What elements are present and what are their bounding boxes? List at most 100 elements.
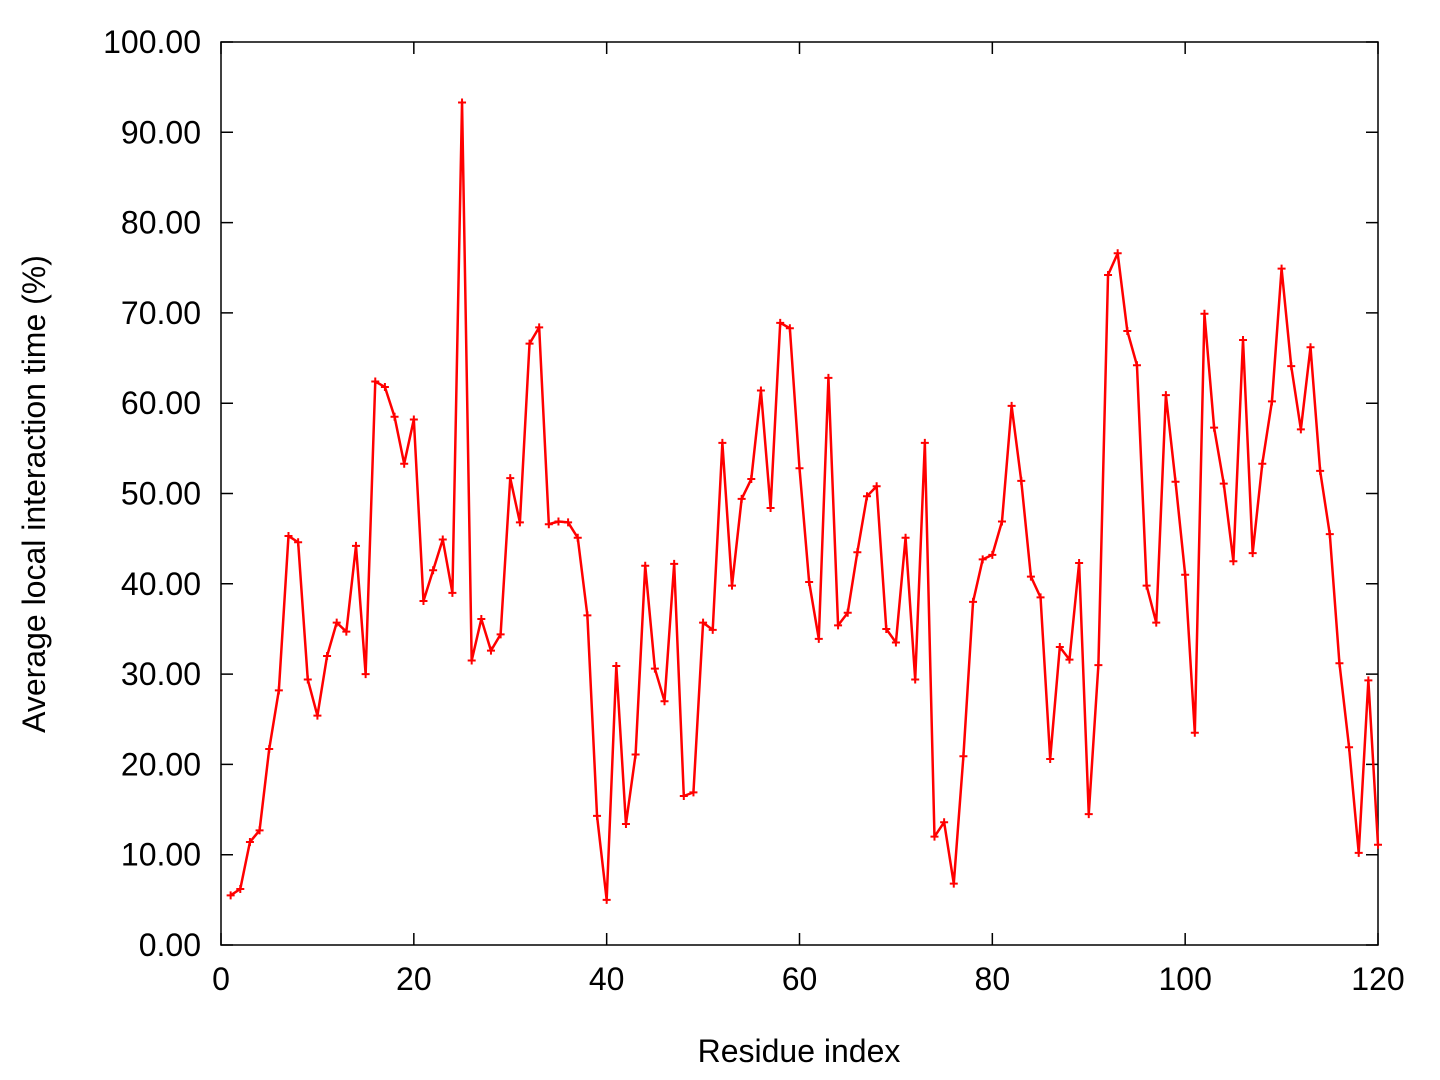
x-axis-label: Residue index [698,1033,901,1069]
data-point [486,646,495,655]
data-point [1210,423,1219,432]
x-tick-label: 100 [1158,961,1211,997]
data-point [882,624,891,633]
data-point [853,548,862,557]
data-point [843,608,852,617]
data-point [679,792,688,801]
y-axis-label: Average local interaction time (%) [16,255,52,733]
data-point [506,474,515,483]
data-point [535,323,544,332]
data-point [361,670,370,679]
data-point [621,819,630,828]
data-point [805,577,814,586]
data-point [718,438,727,447]
data-point [583,611,592,620]
data-point [409,415,418,424]
x-tick-label: 120 [1351,961,1404,997]
data-point [612,661,621,670]
data-point [920,438,929,447]
data-point [303,675,312,684]
x-tick-label: 0 [212,961,230,997]
data-point [255,826,264,835]
data-point [525,339,534,348]
data-point [265,745,274,754]
data-point [785,324,794,333]
data-point [814,634,823,643]
data-point [342,627,351,636]
data-point [1325,530,1334,539]
data-point [323,652,332,661]
y-tick-label: 80.00 [121,205,201,241]
data-point [708,625,717,634]
data-point [660,697,669,706]
data-point [593,811,602,820]
y-tick-label: 0.00 [139,927,201,963]
data-point [940,818,949,827]
data-point [515,518,524,527]
data-point [670,559,679,568]
series-line [229,101,1380,902]
data-point [1219,479,1228,488]
data-point [1123,326,1132,335]
data-point [1277,264,1286,273]
data-point [1267,397,1276,406]
data-point [496,630,505,639]
data-point [737,494,746,503]
data-point [1171,477,1180,486]
data-point [1316,466,1325,475]
data-point [284,531,293,540]
data-point [371,377,380,386]
x-tick-label: 40 [589,961,625,997]
y-tick-label: 40.00 [121,566,201,602]
data-point [245,838,254,847]
data-point [728,581,737,590]
data-point [602,895,611,904]
data-point [766,503,775,512]
data-point [467,656,476,665]
data-point [400,459,409,468]
data-point [988,550,997,559]
data-point [1075,559,1084,568]
data-point [1132,361,1141,370]
y-tick-label: 20.00 [121,746,201,782]
data-point [390,412,399,421]
data-point [959,752,968,761]
data-point [1190,728,1199,737]
data-point [1036,593,1045,602]
data-point [544,520,553,529]
data-point [930,832,939,841]
data-point [226,891,235,900]
data-point [1094,661,1103,670]
data-point [949,879,958,888]
data-point [1239,335,1248,344]
data-point [294,538,303,547]
data-point [997,517,1006,526]
data-point [1306,343,1315,352]
data-point [756,386,765,395]
x-tick-label: 60 [782,961,818,997]
data-point [448,588,457,597]
data-point [1055,643,1064,652]
data-point [573,533,582,542]
data-point [1354,848,1363,857]
data-point [1345,743,1354,752]
data-point [891,638,900,647]
y-tick-label: 90.00 [121,114,201,150]
data-point [1084,810,1093,819]
data-point [1364,676,1373,685]
data-point [1161,391,1170,400]
x-tick-label: 80 [975,961,1011,997]
data-point [1229,557,1238,566]
data-point [274,686,283,695]
data-point [834,621,843,630]
y-tick-label: 50.00 [121,476,201,512]
data-point [1248,549,1257,558]
x-axis: 0 20 40 60 80 100 120 [212,42,1405,997]
data-point [969,597,978,606]
y-tick-label: 30.00 [121,656,201,692]
y-tick-label: 70.00 [121,295,201,331]
data-point [1200,309,1209,318]
y-axis: 0.00 10.00 20.00 30.00 40.00 50.00 60.00 70.00 8… [103,24,1378,963]
data-point [776,318,785,327]
